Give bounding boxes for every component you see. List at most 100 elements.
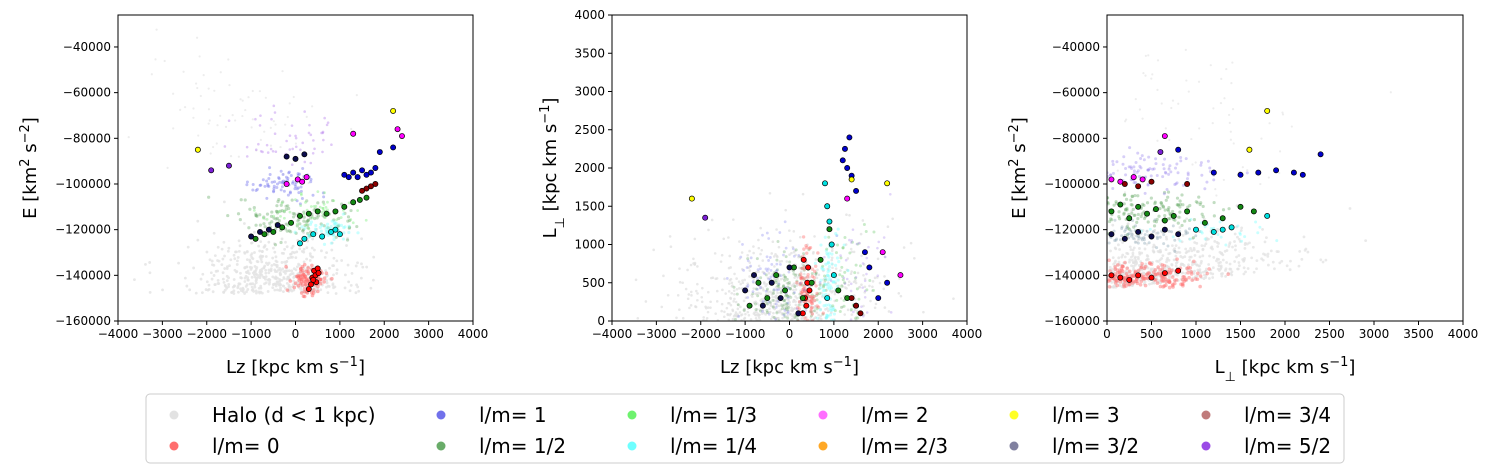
background-point xyxy=(267,176,271,180)
background-point xyxy=(797,255,801,258)
background-point xyxy=(1148,227,1152,231)
background-point xyxy=(321,207,325,210)
background-point xyxy=(1197,80,1201,83)
background-point xyxy=(207,195,211,199)
background-point xyxy=(316,201,320,205)
background-point xyxy=(741,267,744,271)
background-point xyxy=(814,284,818,288)
background-point xyxy=(219,114,222,117)
background-point xyxy=(1140,212,1144,216)
background-point xyxy=(337,216,341,221)
background-point xyxy=(1132,165,1136,169)
background-point xyxy=(290,269,294,273)
data-point xyxy=(830,272,837,279)
background-point xyxy=(285,222,289,226)
background-point xyxy=(245,271,249,275)
background-point xyxy=(320,210,324,214)
data-point xyxy=(372,165,379,171)
background-point xyxy=(700,295,704,299)
background-point xyxy=(306,218,310,223)
background-point xyxy=(835,234,839,238)
data-point xyxy=(1255,169,1262,176)
background-point xyxy=(773,307,776,311)
background-point xyxy=(1107,196,1110,200)
background-point xyxy=(1300,257,1304,261)
background-point xyxy=(246,278,250,282)
background-point xyxy=(291,147,294,151)
background-point xyxy=(275,211,280,215)
background-point xyxy=(753,313,757,317)
legend-label: l/m= 2 xyxy=(861,403,929,427)
background-point xyxy=(333,285,337,289)
background-point xyxy=(320,223,324,228)
background-point xyxy=(1215,240,1219,244)
background-point xyxy=(746,310,750,314)
background-point xyxy=(1220,77,1223,81)
background-point xyxy=(272,120,275,123)
background-point xyxy=(325,281,329,285)
background-point xyxy=(1285,264,1289,268)
data-point xyxy=(283,153,290,160)
background-point xyxy=(840,284,844,288)
background-point xyxy=(1130,211,1134,215)
background-point xyxy=(775,310,779,313)
background-point xyxy=(780,304,784,308)
background-point xyxy=(709,300,712,304)
background-point xyxy=(316,284,320,289)
background-point xyxy=(250,256,254,259)
data-point xyxy=(764,295,771,301)
data-point xyxy=(1184,208,1191,215)
background-point xyxy=(250,285,254,289)
data-point xyxy=(350,130,357,137)
background-point xyxy=(235,263,239,266)
background-point xyxy=(1170,275,1175,279)
data-point xyxy=(805,264,812,271)
background-point xyxy=(1092,164,1095,167)
background-point xyxy=(274,255,278,259)
background-point xyxy=(848,213,851,217)
background-point xyxy=(1193,241,1197,244)
background-point xyxy=(799,281,803,285)
legend-marker xyxy=(436,410,446,420)
data-point xyxy=(354,174,361,181)
background-point xyxy=(346,219,350,223)
background-point xyxy=(1145,201,1150,205)
background-point xyxy=(843,282,847,285)
background-point xyxy=(1129,202,1133,207)
background-point xyxy=(183,276,187,280)
background-point xyxy=(1142,216,1147,221)
background-point xyxy=(788,229,791,232)
background-point xyxy=(731,317,735,321)
background-point xyxy=(1181,183,1185,187)
background-point xyxy=(855,315,859,319)
background-point xyxy=(284,222,288,226)
background-point xyxy=(824,316,828,319)
background-point xyxy=(1200,244,1204,248)
background-point xyxy=(827,235,831,239)
background-point xyxy=(784,294,788,298)
background-point xyxy=(1122,202,1126,206)
background-point xyxy=(364,218,368,222)
background-point xyxy=(253,283,257,287)
background-point xyxy=(298,247,302,251)
background-point xyxy=(788,301,791,304)
background-point xyxy=(1122,283,1126,287)
background-point xyxy=(827,287,831,291)
y-tick-label: −80000 xyxy=(63,131,111,145)
background-point xyxy=(702,316,706,319)
background-point xyxy=(288,210,292,214)
background-point xyxy=(318,225,322,229)
background-point xyxy=(292,95,295,99)
background-point xyxy=(1246,242,1249,246)
background-point xyxy=(799,272,803,276)
background-point xyxy=(793,291,796,294)
background-point xyxy=(1113,272,1118,276)
background-point xyxy=(307,131,311,135)
legend-label: l/m= 5/2 xyxy=(1244,434,1331,458)
data-point xyxy=(1148,178,1155,185)
background-point xyxy=(1268,122,1271,125)
legend-marker xyxy=(627,441,637,451)
background-point xyxy=(243,280,247,283)
data-point xyxy=(274,222,281,229)
background-point xyxy=(1160,203,1164,207)
